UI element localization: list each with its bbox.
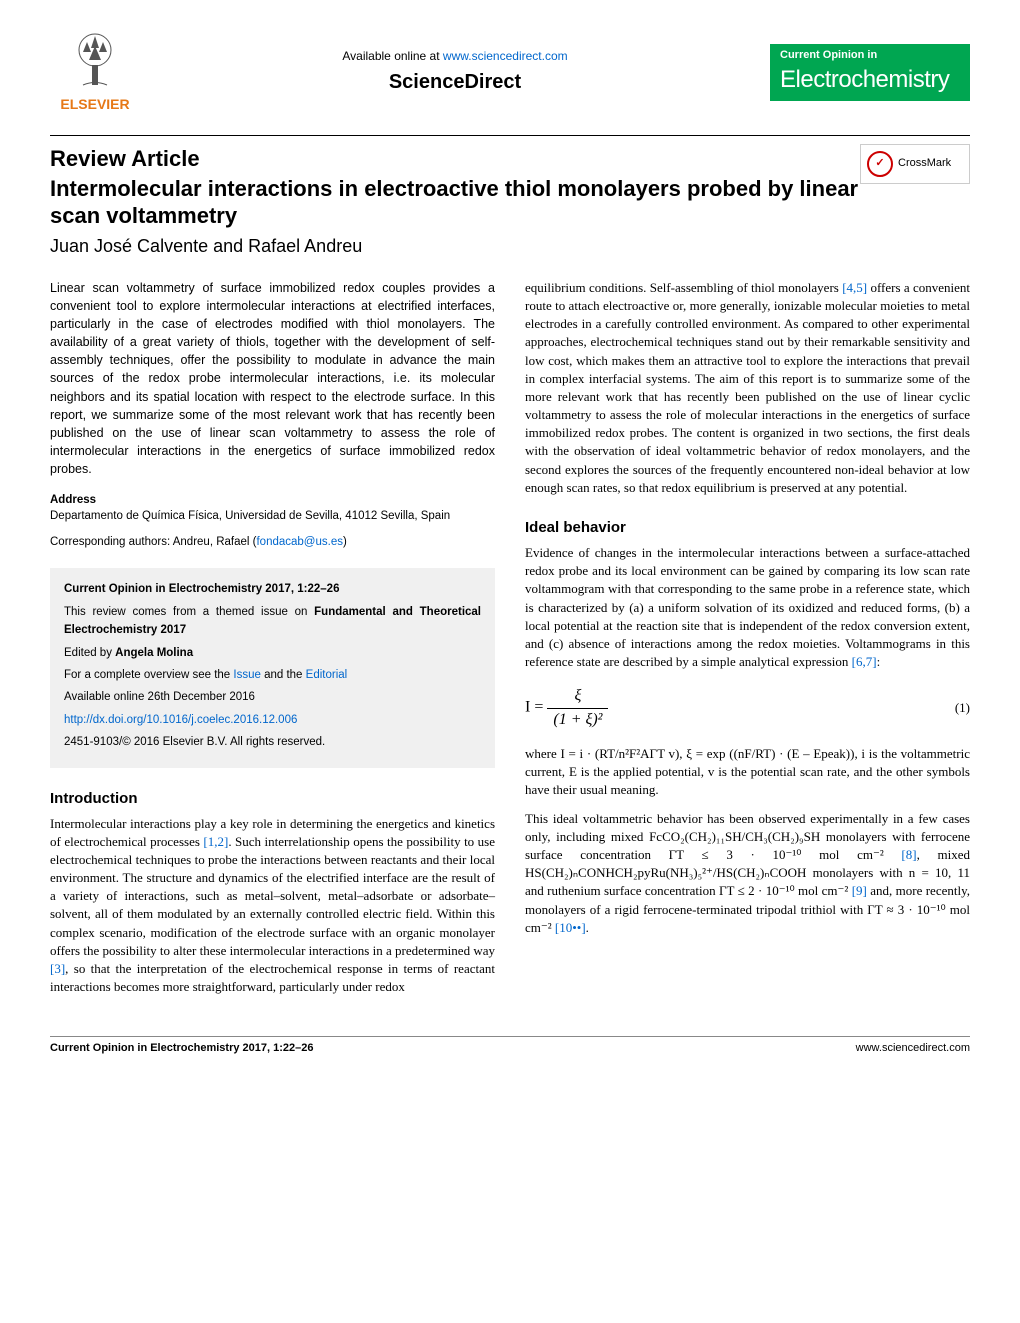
article-title: Intermolecular interactions in electroac… xyxy=(50,175,860,230)
header-divider xyxy=(50,135,970,136)
issue-link[interactable]: Issue xyxy=(233,669,261,681)
publisher-name: ELSEVIER xyxy=(50,95,140,115)
equation-1: I = ξ(1 + ξ)² (1) xyxy=(525,685,970,731)
article-info-box: Current Opinion in Electrochemistry 2017… xyxy=(50,568,495,767)
available-online-date: Available online 26th December 2016 xyxy=(64,688,481,706)
themed-issue: This review comes from a themed issue on… xyxy=(64,603,481,640)
journal-citation: Current Opinion in Electrochemistry 2017… xyxy=(64,583,339,595)
intro-paragraph-2: equilibrium conditions. Self-assembling … xyxy=(525,279,970,497)
ref-10[interactable]: [10••] xyxy=(555,920,586,935)
ref-6-7[interactable]: [6,7] xyxy=(852,654,877,669)
available-online-text: Available online at www.sciencedirect.co… xyxy=(140,48,770,65)
abstract: Linear scan voltammetry of surface immob… xyxy=(50,279,495,478)
journal-badge: Current Opinion in Electrochemistry xyxy=(770,44,970,101)
article-titles: Review Article Intermolecular interactio… xyxy=(50,144,860,259)
article-header: Review Article Intermolecular interactio… xyxy=(50,144,970,259)
ideal-paragraph-3: This ideal voltammetric behavior has bee… xyxy=(525,810,970,937)
sciencedirect-url[interactable]: www.sciencedirect.com xyxy=(443,49,568,63)
sciencedirect-logo: ScienceDirect xyxy=(140,68,770,96)
left-column: Linear scan voltammetry of surface immob… xyxy=(50,279,495,1007)
introduction-heading: Introduction xyxy=(50,788,495,809)
ideal-behavior-heading: Ideal behavior xyxy=(525,517,970,538)
journal-line1: Current Opinion in xyxy=(780,48,960,63)
ref-4-5[interactable]: [4,5] xyxy=(842,280,867,295)
elsevier-tree-icon xyxy=(65,30,125,90)
corresponding-email[interactable]: fondacab@us.es xyxy=(256,536,342,548)
right-column: equilibrium conditions. Self-assembling … xyxy=(525,279,970,1007)
ideal-paragraph-where: where I = i · (RT/n²F²AΓT v), ξ = exp ((… xyxy=(525,745,970,800)
ideal-paragraph-1: Evidence of changes in the intermolecula… xyxy=(525,544,970,671)
ref-3[interactable]: [3] xyxy=(50,961,65,976)
crossmark-icon: ✓ xyxy=(867,151,893,177)
page-footer: Current Opinion in Electrochemistry 2017… xyxy=(50,1036,970,1056)
copyright: 2451-9103/© 2016 Elsevier B.V. All right… xyxy=(64,733,481,751)
article-type: Review Article xyxy=(50,144,860,175)
publisher-logo: ELSEVIER xyxy=(50,30,140,115)
ref-1-2[interactable]: [1,2] xyxy=(203,834,228,849)
address-label: Address xyxy=(50,492,495,508)
center-header: Available online at www.sciencedirect.co… xyxy=(140,48,770,96)
ref-9[interactable]: [9] xyxy=(852,883,867,898)
corresponding-author: Corresponding authors: Andreu, Rafael (f… xyxy=(50,534,495,550)
editorial-link[interactable]: Editorial xyxy=(306,669,348,681)
crossmark-badge[interactable]: ✓ CrossMark xyxy=(860,144,970,184)
ref-8[interactable]: [8] xyxy=(901,847,916,862)
intro-paragraph-1: Intermolecular interactions play a key r… xyxy=(50,815,495,997)
journal-line2: Electrochemistry xyxy=(780,63,960,97)
overview-links: For a complete overview see the Issue an… xyxy=(64,666,481,684)
equation-1-number: (1) xyxy=(955,699,970,717)
page-header: ELSEVIER Available online at www.science… xyxy=(50,30,970,115)
address-text: Departamento de Química Física, Universi… xyxy=(50,508,495,524)
footer-url: www.sciencedirect.com xyxy=(856,1041,970,1056)
equation-1-formula: I = ξ(1 + ξ)² xyxy=(525,685,608,731)
authors: Juan José Calvente and Rafael Andreu xyxy=(50,234,860,259)
doi-link[interactable]: http://dx.doi.org/10.1016/j.coelec.2016.… xyxy=(64,714,297,726)
footer-citation: Current Opinion in Electrochemistry 2017… xyxy=(50,1041,313,1056)
two-column-body: Linear scan voltammetry of surface immob… xyxy=(50,279,970,1007)
crossmark-label: CrossMark xyxy=(898,156,951,171)
edited-by: Edited by Angela Molina xyxy=(64,644,481,662)
